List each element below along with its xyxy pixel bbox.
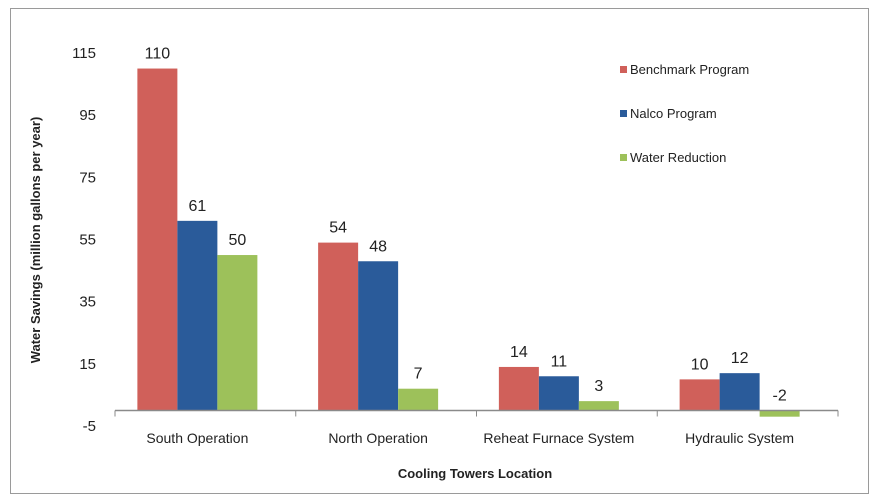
data-label: 48 bbox=[369, 238, 387, 255]
bar-water-reduction bbox=[398, 388, 439, 411]
y-axis-ticks: 115 95 75 55 35 15 -5 bbox=[72, 45, 96, 435]
legend-swatch bbox=[620, 110, 627, 117]
data-label: 61 bbox=[188, 198, 206, 215]
data-label: -2 bbox=[773, 387, 787, 404]
y-tick-label: 55 bbox=[79, 232, 96, 249]
category-label: South Operation bbox=[146, 430, 248, 446]
bar-benchmark-program bbox=[679, 379, 720, 411]
data-label: 14 bbox=[510, 344, 528, 361]
bar-water-reduction bbox=[217, 255, 258, 411]
bar-benchmark-program bbox=[318, 242, 359, 411]
legend-label: Benchmark Program bbox=[630, 62, 749, 77]
bars-group bbox=[137, 68, 800, 417]
y-tick-label: 15 bbox=[79, 356, 96, 373]
bar-water-reduction bbox=[759, 410, 800, 417]
y-tick-label: 115 bbox=[72, 45, 96, 62]
y-tick-label: -5 bbox=[83, 418, 96, 435]
x-axis-label: Cooling Towers Location bbox=[398, 466, 552, 481]
data-label: 10 bbox=[691, 356, 709, 373]
category-labels-group: South Operation North Operation Reheat Fur… bbox=[146, 430, 794, 446]
data-label: 110 bbox=[145, 46, 171, 63]
y-tick-label: 35 bbox=[79, 294, 96, 311]
x-axis-ticks bbox=[114, 410, 839, 417]
data-label: 12 bbox=[731, 350, 749, 367]
data-label: 7 bbox=[414, 366, 423, 383]
legend-label: Water Reduction bbox=[630, 150, 726, 165]
y-tick-label: 75 bbox=[79, 169, 96, 186]
data-labels-group: 110 61 50 54 48 7 14 11 3 10 12 -2 bbox=[145, 46, 787, 405]
bar-benchmark-program bbox=[498, 366, 539, 411]
bar-nalco-program bbox=[719, 373, 760, 411]
legend-swatch bbox=[620, 154, 627, 161]
bar-nalco-program bbox=[538, 376, 579, 411]
legend-label: Nalco Program bbox=[630, 106, 717, 121]
bar-water-reduction bbox=[578, 401, 619, 411]
category-label: Hydraulic System bbox=[685, 430, 794, 446]
data-label: 11 bbox=[551, 353, 568, 370]
bar-nalco-program bbox=[358, 261, 399, 411]
category-label: Reheat Furnace System bbox=[483, 430, 634, 446]
data-label: 50 bbox=[228, 232, 246, 249]
y-axis-label: Water Savings (million gallons per year) bbox=[28, 117, 43, 364]
category-label: North Operation bbox=[328, 430, 428, 446]
bar-nalco-program bbox=[177, 220, 218, 411]
data-label: 54 bbox=[329, 220, 347, 237]
legend: Benchmark Program Nalco Program Water Redu… bbox=[620, 62, 749, 165]
y-tick-label: 95 bbox=[79, 107, 96, 124]
legend-swatch bbox=[620, 66, 627, 73]
data-label: 3 bbox=[594, 378, 603, 395]
bar-benchmark-program bbox=[137, 68, 178, 411]
